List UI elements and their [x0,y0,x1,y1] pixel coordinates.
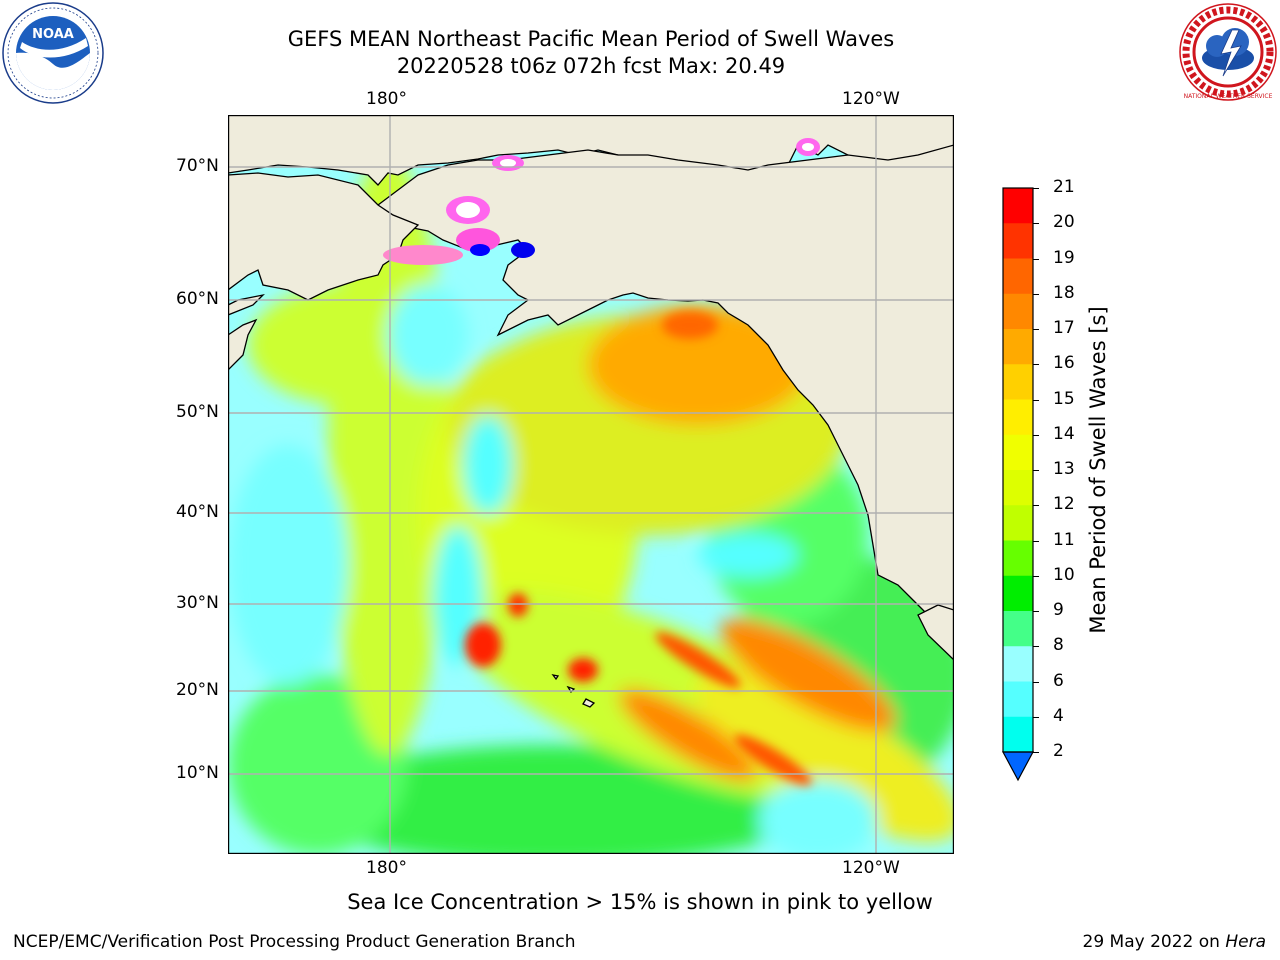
colorbar-tick-mark [1033,540,1039,542]
lat-label-20n: 20°N [176,680,219,700]
colorbar-tick-mark [1033,505,1039,507]
colorbar-tick-mark [1033,399,1039,401]
colorbar-segment [1003,505,1033,541]
colorbar-tick-label: 12 [1053,494,1075,515]
colorbar-tick-mark [1033,470,1039,471]
sea-ice [383,138,820,265]
colorbar-tick-mark [1033,575,1039,577]
colorbar-tick-mark [1033,716,1039,718]
colorbar-segment [1003,540,1033,577]
lon-label-120w-bottom: 120°W [842,858,900,878]
colorbar-tick-label: 14 [1053,423,1075,444]
noaa-logo-text: NOAA [32,27,74,42]
lat-label-30n: 30°N [176,593,219,613]
lat-label-40n: 40°N [176,502,219,522]
colorbar-tick-label: 19 [1053,247,1075,268]
colorbar-tick-label: 16 [1053,353,1075,374]
sea-ice-caption: Sea Ice Concentration > 15% is shown in … [347,890,933,914]
colorbar-tick-label: 9 [1053,600,1064,620]
colorbar-segment [1003,258,1033,295]
colorbar-segment [1003,716,1033,753]
colorbar-tick-label: 11 [1053,529,1075,550]
footer-branch: NCEP/EMC/Verification Post Processing Pr… [13,932,576,952]
colorbar-tick-mark [1033,223,1039,225]
lat-label-60n: 60°N [176,289,219,309]
colorbar-segment [1003,434,1033,471]
noaa-logo: NOAA [2,2,104,104]
colorbar-tick-mark [1033,293,1039,295]
colorbar-tick-label: 6 [1053,670,1064,691]
lat-label-10n: 10°N [176,763,219,783]
swell-period-field [228,155,954,854]
colorbar-tick-label: 2 [1053,741,1064,761]
colorbar-tick-mark [1033,681,1039,683]
colorbar-segment [1003,329,1033,365]
colorbar-segment [1003,681,1033,718]
colorbar-tick-mark [1033,329,1039,330]
colorbar-tick-mark [1033,646,1039,648]
colorbar-tick-mark [1033,611,1039,612]
footer-date: 29 May 2022 on Hera [1083,932,1267,952]
map-frame [228,115,954,854]
colorbar-tick-label: 4 [1053,705,1064,726]
swell-period-map [228,115,954,854]
colorbar-tick-label: 13 [1053,459,1075,479]
colorbar-segment [1003,364,1033,400]
colorbar-tick-label: 17 [1053,318,1075,338]
colorbar-tick-mark [1033,258,1039,260]
lon-label-180-bottom: 180° [366,858,407,878]
colorbar-segment [1003,575,1033,612]
colorbar-segment [1003,293,1033,330]
lat-label-70n: 70°N [176,156,219,176]
colorbar-segment [1003,646,1033,682]
colorbar-tick-mark [1033,364,1039,366]
colorbar-tick-label: 8 [1053,635,1064,656]
colorbar-tick-label: 18 [1053,282,1075,303]
colorbar-tick-label: 10 [1053,564,1075,585]
footer-host: Hera [1225,932,1266,952]
lon-label-180-top: 180° [366,89,407,109]
colorbar-segment [1003,470,1033,506]
nws-logo: NATIONAL WEATHER SERVICE [1179,3,1277,101]
map-subtitle: 20220528 t06z 072h fcst Max: 20.49 [396,54,786,78]
gridlines [228,115,954,854]
colorbar-tick-label: 20 [1053,212,1075,233]
colorbar-tick-mark [1033,434,1039,436]
nws-logo-text: NATIONAL WEATHER SERVICE [1184,93,1273,100]
lon-label-120w-top: 120°W [842,89,900,109]
colorbar [1001,187,1035,782]
colorbar-tick-label: 21 [1053,177,1075,197]
colorbar-segment [1003,611,1033,647]
colorbar-tick-mark [1033,188,1039,189]
colorbar-segment [1003,223,1033,259]
footer-date-text: 29 May 2022 on [1082,932,1220,952]
colorbar-segment [1003,399,1033,436]
colorbar-label: Mean Period of Swell Waves [s] [1086,306,1110,634]
colorbar-tick-mark [1033,752,1039,753]
map-title: GEFS MEAN Northeast Pacific Mean Period … [287,27,895,51]
colorbar-tick-label: 15 [1053,388,1075,409]
colorbar-segment [1003,188,1033,224]
lat-label-50n: 50°N [176,402,219,422]
